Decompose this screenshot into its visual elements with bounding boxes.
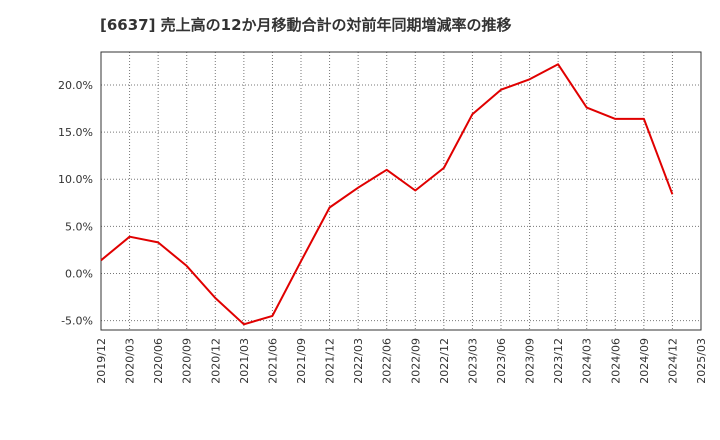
x-tick-label: 2021/03 xyxy=(238,338,251,384)
x-tick-label: 2023/06 xyxy=(495,338,508,384)
x-tick-label: 2020/03 xyxy=(124,338,137,384)
x-tick-label: 2024/09 xyxy=(638,338,651,384)
x-tick-label: 2022/09 xyxy=(409,338,422,384)
y-tick-label: 5.0% xyxy=(65,220,93,233)
plot-frame xyxy=(100,51,702,331)
x-tick-label: 2024/03 xyxy=(581,338,594,384)
x-tick-label: 2020/06 xyxy=(152,338,165,384)
x-tick-label: 2022/06 xyxy=(381,338,394,384)
x-tick-label: 2023/09 xyxy=(524,338,537,384)
x-tick-label: 2024/06 xyxy=(609,338,622,384)
x-tick-label: 2023/12 xyxy=(552,338,565,384)
x-tick-label: 2021/12 xyxy=(324,338,337,384)
x-tick-label: 2023/03 xyxy=(466,338,479,384)
y-tick-label: -5.0% xyxy=(61,315,93,328)
y-tick-label: 15.0% xyxy=(58,126,93,139)
x-tick-label: 2021/06 xyxy=(266,338,279,384)
x-axis: 2019/12 2020/03 2020/06 2020/09 2020/12 2021/… xyxy=(95,338,708,384)
x-tick-label: 2022/12 xyxy=(438,338,451,384)
y-tick-label: 10.0% xyxy=(58,173,93,186)
y-tick-label: 0.0% xyxy=(65,267,93,280)
x-tick-label: 2022/03 xyxy=(352,338,365,384)
x-tick-label: 2020/09 xyxy=(181,338,194,384)
x-tick-label: 2021/09 xyxy=(295,338,308,384)
series-line xyxy=(100,63,674,326)
series-group xyxy=(100,63,674,326)
y-tick-label: 20.0% xyxy=(58,79,93,92)
x-tick-label: 2025/03 xyxy=(695,338,708,384)
y-axis: -5.0% 0.0% 5.0% 10.0% 15.0% 20.0% xyxy=(58,79,93,328)
x-tick-label: 2019/12 xyxy=(95,338,108,384)
chart-title: [6637] 売上高の12か月移動合計の対前年同期増減率の推移 xyxy=(100,16,512,34)
grid-lines xyxy=(101,52,701,330)
x-tick-label: 2020/12 xyxy=(209,338,222,384)
x-tick-label: 2024/12 xyxy=(666,338,679,384)
